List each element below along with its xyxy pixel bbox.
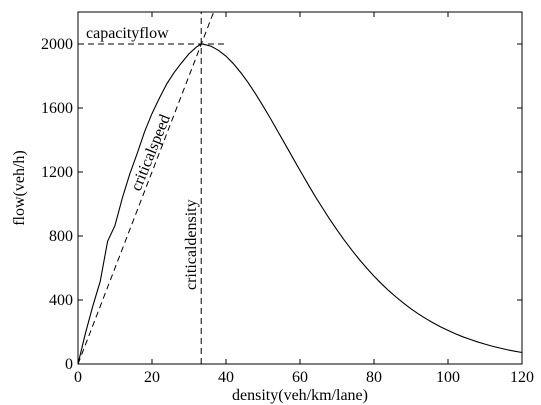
- series-line-0: [77, 43, 523, 365]
- reference-line-2: [78, 12, 215, 364]
- x-tick-label: 120: [510, 369, 534, 386]
- x-tick-label: 0: [74, 369, 82, 386]
- x-tick-label: 80: [366, 369, 382, 386]
- y-tick-label: 0: [65, 356, 73, 373]
- critical-speed-annotation: criticalspeed: [128, 112, 174, 193]
- series-group: [77, 43, 523, 365]
- y-tick-label: 400: [49, 292, 73, 309]
- y-axis-label: flow(veh/h): [11, 150, 28, 226]
- x-tick-label: 100: [436, 369, 460, 386]
- x-axis-label: density(veh/km/lane): [232, 387, 368, 404]
- y-axis-ticks: 0 400 800 1200 1600 2000: [41, 36, 522, 373]
- x-axis-ticks: 0 20 40 60 80 100 120: [74, 12, 534, 386]
- y-tick-label: 2000: [41, 36, 73, 53]
- capacity-flow-annotation: capacityflow: [86, 25, 169, 42]
- x-tick-label: 40: [218, 369, 234, 386]
- y-tick-label: 800: [49, 228, 73, 245]
- x-tick-label: 60: [292, 369, 308, 386]
- y-tick-label: 1600: [41, 100, 73, 117]
- reference-lines: [78, 12, 226, 364]
- y-tick-label: 1200: [41, 164, 73, 181]
- critical-density-annotation: criticaldensity: [183, 199, 200, 290]
- x-tick-label: 20: [144, 369, 160, 386]
